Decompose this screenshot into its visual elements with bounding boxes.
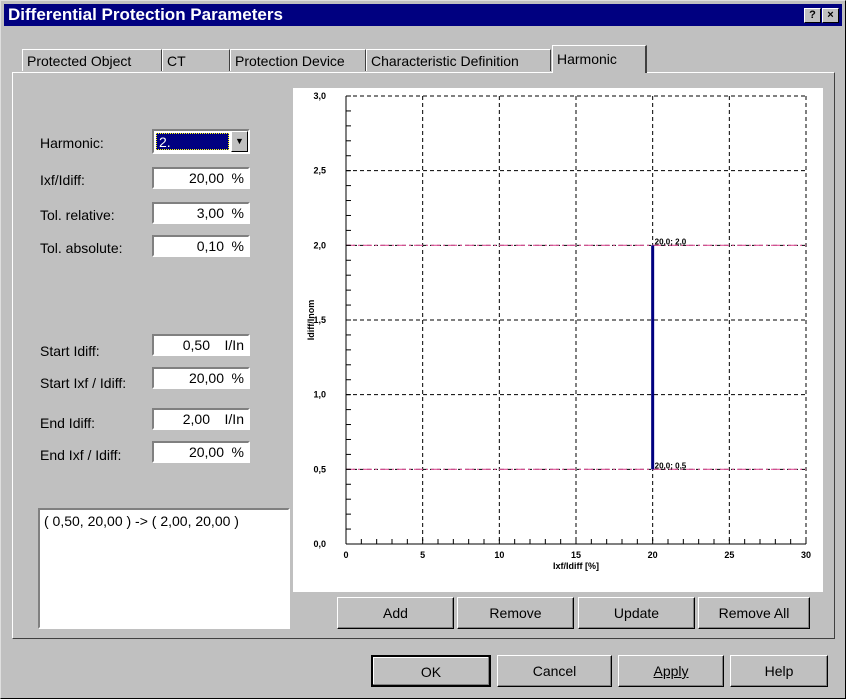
start-idiff-value: 0,50	[182, 337, 210, 353]
remove-all-button[interactable]: Remove All	[698, 597, 810, 629]
x-tick-label: 5	[420, 550, 425, 560]
x-tick-label: 25	[724, 550, 734, 560]
y-tick-label: 1,0	[313, 390, 326, 400]
y-tick-label: 3,0	[313, 91, 326, 101]
y-tick-label: 1,5	[313, 315, 326, 325]
cancel-button[interactable]: Cancel	[497, 655, 612, 687]
end-idiff-unit: I/In	[224, 411, 244, 427]
point-label: 20,0; 0,5	[655, 461, 687, 470]
remove-button[interactable]: Remove	[457, 597, 574, 629]
ixf-label: Ixf/Idiff:	[40, 172, 85, 188]
tol-absolute-unit: %	[231, 238, 244, 254]
x-axis-label: Ixf/Idiff [%]	[553, 561, 599, 571]
window-title: Differential Protection Parameters	[8, 5, 283, 24]
x-tick-label: 10	[494, 550, 504, 560]
tab-panel	[12, 72, 835, 639]
y-tick-label: 2,5	[313, 166, 326, 176]
x-tick-label: 30	[801, 550, 811, 560]
tab-characteristic-definition[interactable]: Characteristic Definition	[366, 49, 551, 71]
tab-protected-object[interactable]: Protected Object	[22, 49, 162, 71]
ixf-unit: %	[231, 170, 244, 186]
add-button[interactable]: Add	[337, 597, 454, 629]
title-bar[interactable]: Differential Protection Parameters ? ×	[4, 4, 842, 26]
tolerance-lines	[346, 244, 806, 470]
end-idiff-label: End Idiff:	[40, 415, 96, 431]
harmonic-selected-value: 2.	[156, 133, 229, 150]
chevron-down-icon[interactable]: ▼	[231, 131, 248, 152]
start-idiff-field[interactable]: 0,50 I/In	[152, 334, 250, 356]
tol-relative-field[interactable]: 3,00 %	[152, 202, 250, 224]
tol-absolute-field[interactable]: 0,10 %	[152, 235, 250, 257]
apply-label: Apply	[653, 663, 689, 679]
tab-ct[interactable]: CT	[162, 49, 230, 71]
end-ixf-value: 20,00	[188, 444, 224, 460]
tol-relative-value: 3,00	[196, 205, 224, 221]
chart-area: 0 5 10 15 20 25 30 0,0 0,5 1,0 1,5 2,0 2,5 3,0 20,0; …	[293, 88, 823, 592]
tab-harmonic[interactable]: Harmonic	[552, 45, 647, 73]
end-ixf-label: End Ixf / Idiff:	[40, 447, 122, 463]
ixf-field[interactable]: 20,00 %	[152, 167, 250, 189]
close-title-button[interactable]: ×	[822, 8, 839, 23]
tab-protection-device[interactable]: Protection Device	[230, 49, 366, 71]
chart-grid	[346, 95, 807, 544]
y-tick-label: 2,0	[313, 240, 326, 250]
end-ixf-field[interactable]: 20,00 %	[152, 441, 250, 463]
list-item[interactable]: ( 0,50, 20,00 ) -> ( 2,00, 20,00 )	[44, 513, 239, 529]
harmonic-select[interactable]: 2. ▼	[152, 129, 250, 154]
y-tick-label: 0,5	[313, 464, 326, 474]
x-tick-label: 0	[343, 550, 348, 560]
start-ixf-field[interactable]: 20,00 %	[152, 367, 250, 389]
update-button[interactable]: Update	[578, 597, 695, 629]
start-idiff-label: Start Idiff:	[40, 343, 100, 359]
help-title-button[interactable]: ?	[804, 8, 821, 23]
point-label: 20,0; 2,0	[655, 237, 687, 246]
end-ixf-unit: %	[231, 444, 244, 460]
tol-relative-label: Tol. relative:	[40, 207, 115, 223]
start-ixf-value: 20,00	[188, 370, 224, 386]
end-idiff-value: 2,00	[182, 411, 210, 427]
ok-button[interactable]: OK	[371, 655, 491, 687]
start-ixf-unit: %	[231, 370, 244, 386]
harmonic-label: Harmonic:	[40, 135, 104, 151]
harmonic-chart: 0 5 10 15 20 25 30 0,0 0,5 1,0 1,5 2,0 2,5 3,0 20,0; …	[306, 91, 811, 571]
apply-button[interactable]: Apply	[618, 655, 724, 687]
ixf-value: 20,00	[188, 170, 224, 186]
tol-absolute-label: Tol. absolute:	[40, 240, 123, 256]
help-button[interactable]: Help	[730, 655, 828, 687]
end-idiff-field[interactable]: 2,00 I/In	[152, 408, 250, 430]
start-ixf-label: Start Ixf / Idiff:	[40, 375, 127, 391]
chart-ticks: 0 5 10 15 20 25 30 0,0 0,5 1,0 1,5 2,0 2,5 3,0	[313, 91, 811, 560]
y-axis-label: Idiff/Inom	[306, 300, 316, 341]
tol-absolute-value: 0,10	[196, 238, 224, 254]
x-tick-label: 20	[648, 550, 658, 560]
tol-relative-unit: %	[231, 205, 244, 221]
chart-point-labels: 20,0; 2,0 20,0; 0,5	[655, 237, 687, 470]
start-idiff-unit: I/In	[224, 337, 244, 353]
x-tick-label: 15	[571, 550, 581, 560]
range-listbox[interactable]: ( 0,50, 20,00 ) -> ( 2,00, 20,00 )	[38, 508, 290, 629]
y-tick-label: 0,0	[313, 539, 326, 549]
